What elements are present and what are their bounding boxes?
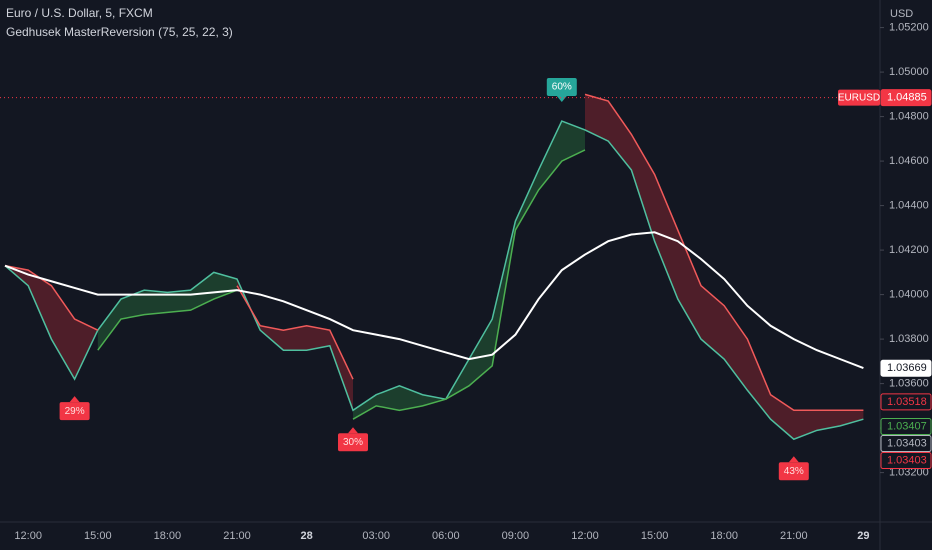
price-tag: [880, 418, 932, 436]
signal-pointer: [69, 396, 80, 403]
price-tag-label: 1.03403: [887, 437, 927, 449]
x-tick-label: 18:00: [710, 530, 738, 542]
chart-title: Euro / U.S. Dollar, 5, FXCM: [6, 6, 153, 20]
symbol-tag-label: EURUSD: [838, 92, 880, 103]
y-tick-label: 1.04800: [889, 110, 929, 122]
price-tag-label: 1.03403: [887, 454, 927, 466]
x-tick-label: 12:00: [14, 530, 42, 542]
series-line: [97, 289, 238, 351]
price-tag-label: 1.03407: [887, 420, 927, 432]
series-line: [236, 285, 354, 380]
signal-label: 29%: [65, 406, 85, 417]
signal-label: 30%: [343, 437, 363, 448]
x-tick-label: 06:00: [432, 530, 460, 542]
y-axis-label: USD: [890, 8, 913, 20]
indicator-title: Gedhusek MasterReversion (75, 25, 22, 3): [6, 25, 233, 39]
y-tick-label: 1.05200: [889, 21, 929, 33]
signal-box: [59, 402, 90, 421]
series-line: [4, 231, 864, 369]
y-tick-label: 1.03800: [889, 333, 929, 345]
band-fill: [237, 279, 353, 411]
x-tick-label: 12:00: [571, 530, 599, 542]
price-tag: [880, 393, 932, 411]
band-fill: [585, 94, 864, 440]
price-line: [4, 120, 864, 441]
x-tick-label: 21:00: [223, 530, 251, 542]
x-tick-label: 09:00: [502, 530, 530, 542]
band-fill: [5, 265, 98, 380]
x-tick-label: 03:00: [362, 530, 390, 542]
signal-label: 60%: [552, 82, 572, 93]
band-fill: [97, 272, 237, 351]
y-tick-label: 1.04600: [889, 155, 929, 167]
y-tick-label: 1.04400: [889, 200, 929, 212]
y-tick-label: 1.03600: [889, 378, 929, 390]
signal-pointer: [788, 456, 799, 463]
y-tick-label: 1.04200: [889, 244, 929, 256]
series-line: [4, 264, 99, 331]
x-tick-label: 15:00: [84, 530, 112, 542]
price-tag: [880, 359, 932, 377]
price-tag-label: 1.04885: [887, 92, 927, 104]
signal-box: [778, 462, 809, 481]
series-line: [584, 93, 864, 412]
x-tick-label: 28: [300, 530, 312, 542]
y-tick-label: 1.05000: [889, 66, 929, 78]
x-tick-label: 21:00: [780, 530, 808, 542]
price-tag: [880, 435, 932, 453]
signal-pointer: [348, 427, 358, 434]
symbol-tag: [838, 89, 880, 106]
price-tag: [880, 89, 932, 107]
x-tick-label: 18:00: [154, 530, 182, 542]
signal-box: [546, 78, 577, 97]
y-tick-label: 1.03200: [889, 467, 929, 479]
price-tag-label: 1.03669: [887, 362, 927, 374]
y-tick-label: 1.04000: [889, 289, 929, 301]
price-tag-label: 1.03518: [887, 396, 927, 408]
x-tick-label: 15:00: [641, 530, 669, 542]
price-tag: [880, 452, 932, 470]
signal-label: 43%: [784, 466, 804, 477]
signal-box: [338, 433, 368, 452]
series-line: [352, 149, 586, 420]
x-tick-label: 29: [857, 530, 869, 542]
